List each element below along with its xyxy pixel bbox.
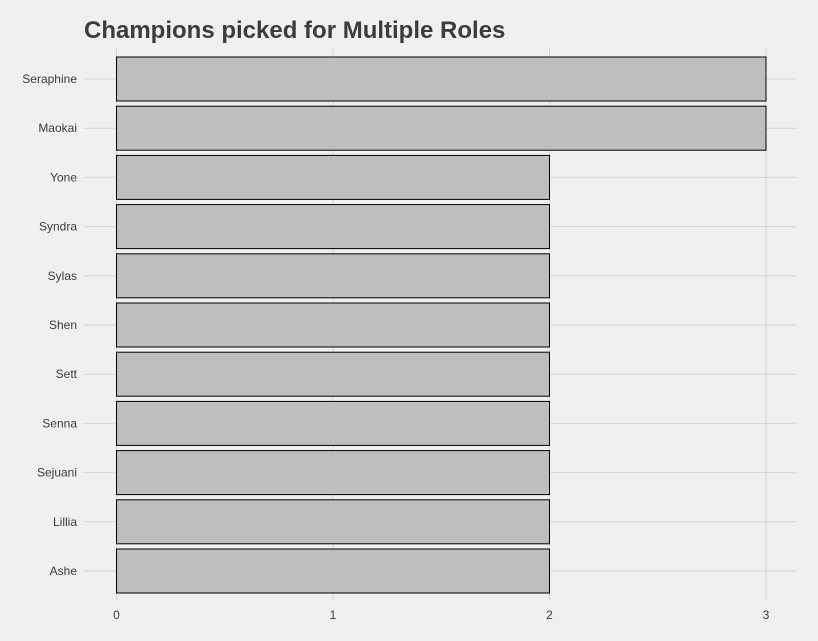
y-tick-label: Sylas — [48, 269, 77, 283]
y-axis-tick-labels: Seraphine Maokai Yone Syndra Sylas Shen Sett Se… — [22, 72, 77, 578]
bar-maokai — [116, 105, 767, 151]
y-tick-label: Sett — [56, 367, 78, 381]
chart-title: Champions picked for Multiple Roles — [84, 17, 505, 44]
bar-seraphine — [116, 56, 767, 102]
y-tick-label: Sejuani — [37, 466, 77, 480]
bar-senna — [116, 400, 550, 446]
bar-shen — [116, 302, 550, 348]
x-tick-label: 3 — [763, 608, 770, 622]
y-tick-label: Seraphine — [22, 72, 77, 86]
bar-yone — [116, 154, 550, 200]
bar-lillia — [116, 499, 550, 545]
x-tick-label: 0 — [113, 608, 120, 622]
y-tick-label: Shen — [49, 318, 77, 332]
bar-sett — [116, 351, 550, 397]
x-tick-label: 1 — [330, 608, 337, 622]
y-tick-label: Senna — [42, 416, 77, 430]
y-tick-label: Yone — [50, 170, 77, 184]
bar-ashe — [116, 548, 550, 594]
bar-sejuani — [116, 450, 550, 496]
y-tick-label: Syndra — [39, 220, 77, 234]
bars — [116, 56, 767, 594]
x-axis-tick-labels: 0 1 2 3 — [113, 608, 770, 622]
y-tick-label: Ashe — [50, 564, 78, 578]
y-tick-label: Lillia — [53, 515, 77, 529]
x-tick-label: 2 — [546, 608, 553, 622]
bar-syndra — [116, 204, 550, 250]
bar-sylas — [116, 253, 550, 299]
y-tick-label: Maokai — [38, 121, 77, 135]
